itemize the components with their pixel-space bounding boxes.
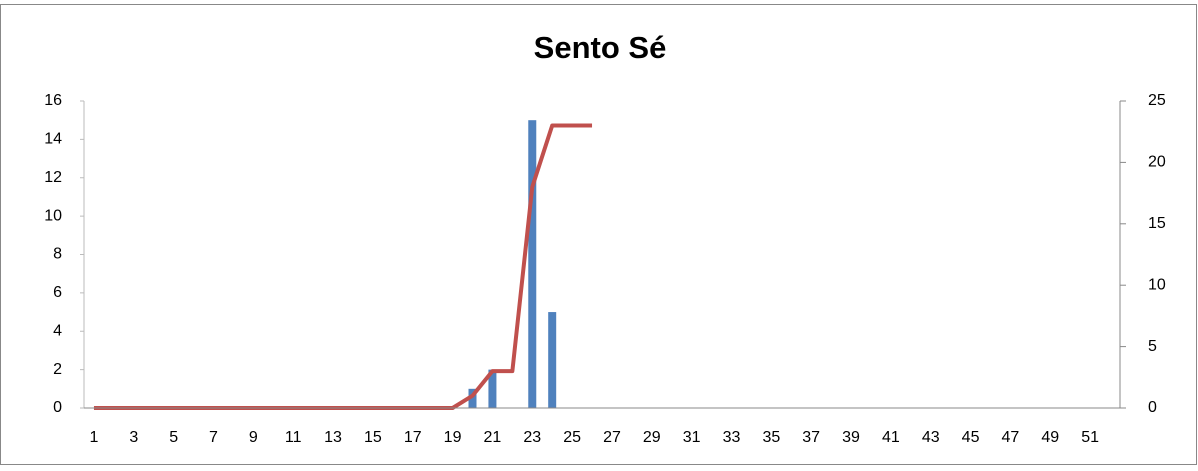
bar bbox=[548, 312, 557, 408]
y-tick-label: 14 bbox=[44, 131, 62, 148]
y-tick-label: 0 bbox=[53, 399, 62, 416]
y2-tick-label: 0 bbox=[1148, 399, 1157, 416]
x-tick-label: 47 bbox=[1002, 429, 1020, 446]
x-tick-label: 19 bbox=[444, 429, 462, 446]
y2-tick-label: 20 bbox=[1148, 154, 1166, 171]
y-tick-label: 10 bbox=[44, 207, 62, 224]
y-tick-label: 12 bbox=[44, 169, 62, 186]
x-tick-label: 25 bbox=[563, 429, 581, 446]
x-tick-label: 35 bbox=[762, 429, 780, 446]
x-tick-label: 17 bbox=[404, 429, 422, 446]
x-tick-label: 7 bbox=[209, 429, 218, 446]
x-tick-label: 23 bbox=[523, 429, 541, 446]
x-tick-label: 37 bbox=[802, 429, 820, 446]
x-tick-label: 41 bbox=[882, 429, 900, 446]
x-tick-label: 33 bbox=[723, 429, 741, 446]
y2-tick-label: 10 bbox=[1148, 276, 1166, 293]
y-tick-label: 8 bbox=[53, 246, 62, 263]
x-tick-label: 13 bbox=[324, 429, 342, 446]
x-tick-label: 5 bbox=[169, 429, 178, 446]
y-tick-label: 6 bbox=[53, 284, 62, 301]
y2-tick-label: 25 bbox=[1148, 92, 1166, 109]
y-tick-label: 16 bbox=[44, 92, 62, 109]
x-tick-label: 29 bbox=[643, 429, 661, 446]
y-tick-label: 4 bbox=[53, 322, 62, 339]
x-tick-label: 9 bbox=[249, 429, 258, 446]
bar bbox=[468, 388, 477, 408]
bar bbox=[488, 369, 497, 408]
y-tick-label: 2 bbox=[53, 361, 62, 378]
x-tick-label: 3 bbox=[129, 429, 138, 446]
x-tick-label: 31 bbox=[683, 429, 701, 446]
chart-border bbox=[0, 4, 1197, 465]
x-tick-label: 51 bbox=[1081, 429, 1099, 446]
chart-title: Sento Sé bbox=[534, 30, 667, 65]
x-tick-label: 43 bbox=[922, 429, 940, 446]
bar bbox=[528, 120, 537, 408]
x-tick-label: 27 bbox=[603, 429, 621, 446]
x-tick-label: 1 bbox=[90, 429, 99, 446]
x-tick-label: 11 bbox=[285, 429, 302, 446]
x-tick-label: 45 bbox=[962, 429, 980, 446]
x-tick-label: 15 bbox=[364, 429, 382, 446]
x-tick-label: 39 bbox=[842, 429, 860, 446]
y2-tick-label: 5 bbox=[1148, 338, 1157, 355]
y2-tick-label: 15 bbox=[1148, 215, 1166, 232]
x-tick-label: 21 bbox=[484, 429, 502, 446]
x-tick-label: 49 bbox=[1041, 429, 1059, 446]
